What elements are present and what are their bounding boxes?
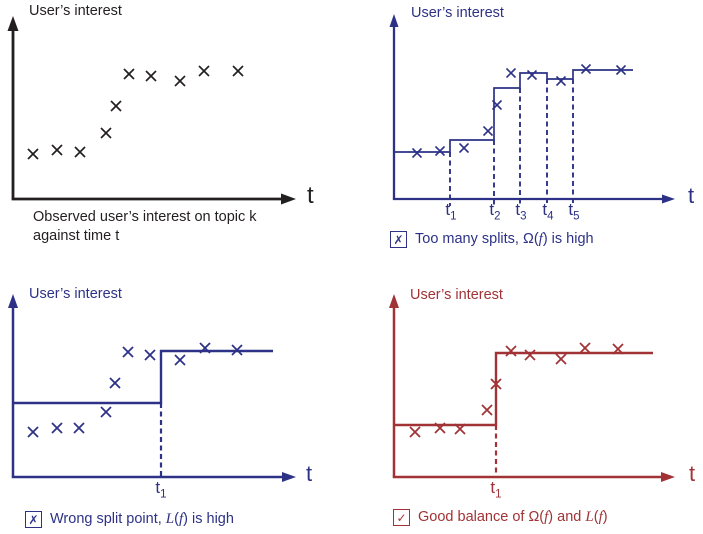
split-label-t4: t4 — [542, 200, 554, 223]
plot-too-many-splits — [389, 14, 675, 206]
panel-wrong-split: User’s interest t t1 ✗ Wrong split point… — [0, 267, 351, 534]
check-box-icon: ✓ — [393, 509, 410, 526]
panel-too-many-splits: User’s interest t t1 t2 t3 t4 t5 ✗ Too many … — [352, 0, 703, 267]
split-label-t2: t2 — [489, 200, 501, 223]
plot-good-balance — [389, 294, 675, 482]
caption-observed: Observed user’s interest on topic k agai… — [33, 208, 257, 246]
split-labels: t1 t2 t3 t4 t5 — [352, 201, 703, 227]
x-glyph: ✗ — [28, 512, 39, 527]
split-label-t1: t1 — [155, 478, 167, 501]
y-axis-label: User’s interest — [411, 5, 504, 21]
x-axis-label: t — [689, 461, 696, 486]
caption-line-1: Observed user’s interest on topic k — [33, 209, 257, 225]
caption-good-balance: ✓ Good balance of Ω(f) and L(f) — [393, 509, 608, 526]
caption-text: Good balance of Ω(f) and L(f) — [418, 509, 608, 525]
split-labels: t1 — [0, 479, 351, 505]
x-glyph: ✗ — [393, 232, 404, 247]
x-axis-label: t — [306, 461, 313, 486]
x-box-icon: ✗ — [390, 231, 407, 248]
panel-good-balance: User’s interest t t1 ✓ Good balance of Ω… — [352, 267, 703, 534]
x-box-icon: ✗ — [25, 511, 42, 528]
x-axis-label: t — [307, 182, 314, 209]
split-label-t3: t3 — [515, 200, 527, 223]
check-glyph: ✓ — [396, 510, 407, 525]
x-axis-label: t — [688, 183, 695, 208]
plot-wrong-split — [8, 294, 296, 482]
caption-wrong-split: ✗ Wrong split point, L(f) is high — [25, 511, 234, 528]
caption-text: Wrong split point, L(f) is high — [50, 511, 234, 527]
panel-observed-data: User’s interest t Observed user’s intere… — [0, 0, 351, 267]
split-labels: t1 — [352, 479, 703, 505]
y-axis-label: User’s interest — [29, 286, 122, 302]
split-label-t1: t1 — [490, 478, 502, 501]
caption-too-many-splits: ✗ Too many splits, Ω(f) is high — [390, 231, 594, 248]
y-axis-label: User’s interest — [410, 287, 503, 303]
plot-observed-data — [7, 16, 296, 205]
split-label-t5: t5 — [568, 200, 580, 223]
caption-line-2: against time t — [33, 228, 120, 244]
y-axis-label: User’s interest — [29, 3, 122, 19]
split-label-t1: t1 — [445, 200, 457, 223]
caption-text: Too many splits, Ω(f) is high — [415, 231, 594, 247]
